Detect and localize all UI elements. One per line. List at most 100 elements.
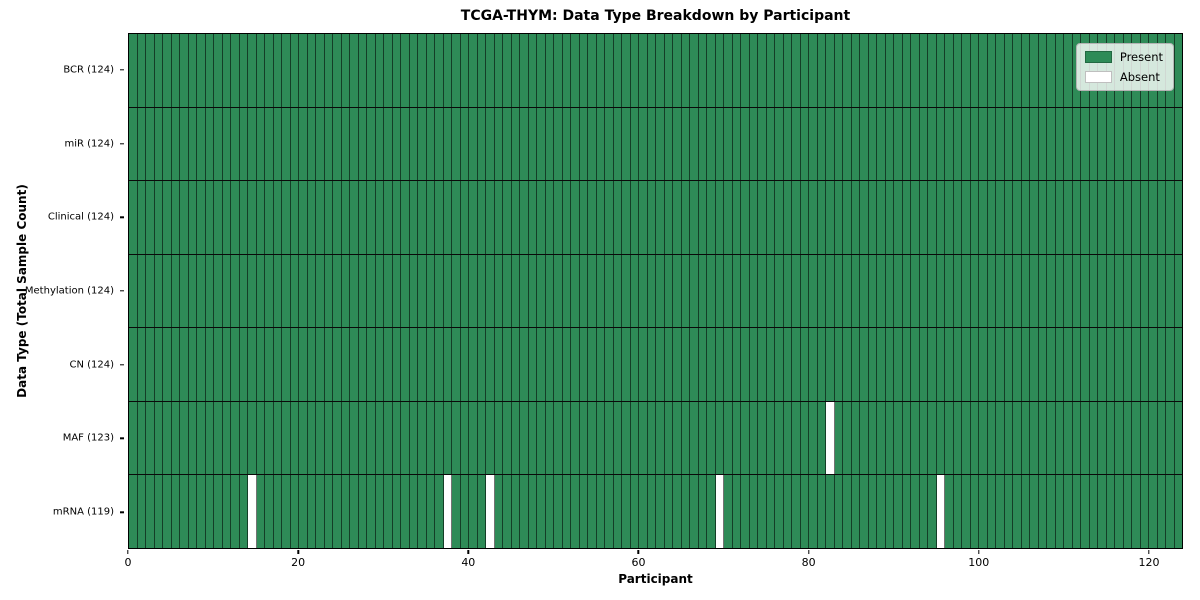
heatmap-cell bbox=[214, 475, 223, 549]
heatmap-cell bbox=[1149, 401, 1158, 475]
heatmap-cell bbox=[171, 181, 180, 254]
heatmap-cell bbox=[639, 181, 648, 254]
heatmap-cell bbox=[945, 254, 954, 328]
heatmap-cell bbox=[1055, 107, 1064, 181]
heatmap-cell bbox=[1004, 34, 1013, 107]
heatmap-cell bbox=[1038, 107, 1047, 181]
heatmap-cell bbox=[749, 254, 758, 328]
heatmap-cell bbox=[486, 401, 495, 475]
heatmap-cell bbox=[528, 181, 537, 254]
heatmap-cell bbox=[613, 328, 622, 401]
heatmap-cell bbox=[1157, 401, 1166, 475]
heatmap-cell bbox=[520, 401, 529, 475]
heatmap-cell bbox=[290, 475, 299, 549]
heatmap-cell bbox=[868, 181, 877, 254]
heatmap-cell bbox=[911, 328, 920, 401]
heatmap-cell bbox=[154, 475, 163, 549]
heatmap-cell bbox=[707, 328, 716, 401]
heatmap-cell bbox=[579, 328, 588, 401]
heatmap-cell bbox=[928, 254, 937, 328]
heatmap-cell bbox=[851, 34, 860, 107]
heatmap-cell bbox=[715, 34, 724, 107]
heatmap-cell bbox=[656, 328, 665, 401]
heatmap-cell bbox=[528, 475, 537, 549]
heatmap-cell bbox=[987, 34, 996, 107]
heatmap-cell bbox=[681, 475, 690, 549]
heatmap-cell bbox=[775, 254, 784, 328]
heatmap-cell bbox=[1106, 107, 1115, 181]
heatmap-cell bbox=[299, 254, 308, 328]
heatmap-cell bbox=[715, 328, 724, 401]
heatmap-cell bbox=[180, 181, 189, 254]
heatmap-cell bbox=[698, 34, 707, 107]
heatmap-cell bbox=[537, 254, 546, 328]
heatmap-cell bbox=[299, 107, 308, 181]
heatmap-cell bbox=[1157, 475, 1166, 549]
heatmap-cell bbox=[639, 475, 648, 549]
heatmap-cell bbox=[494, 254, 503, 328]
heatmap-cell bbox=[579, 401, 588, 475]
heatmap-cell bbox=[188, 107, 197, 181]
heatmap-cell bbox=[562, 254, 571, 328]
heatmap-cell bbox=[214, 107, 223, 181]
heatmap-cell bbox=[664, 254, 673, 328]
heatmap-cell bbox=[324, 328, 333, 401]
heatmap-cell bbox=[137, 181, 146, 254]
heatmap-cell bbox=[817, 254, 826, 328]
heatmap-cell bbox=[367, 181, 376, 254]
heatmap-cell bbox=[265, 475, 274, 549]
heatmap-cell bbox=[1047, 328, 1056, 401]
heatmap-cell bbox=[452, 475, 461, 549]
heatmap-cell bbox=[486, 254, 495, 328]
heatmap-cell bbox=[222, 254, 231, 328]
heatmap-cell bbox=[919, 181, 928, 254]
heatmap-cell bbox=[1140, 254, 1149, 328]
heatmap-cell bbox=[1064, 475, 1073, 549]
heatmap-cell bbox=[1149, 475, 1158, 549]
heatmap-cell bbox=[928, 34, 937, 107]
heatmap-cell bbox=[1013, 181, 1022, 254]
heatmap-cell bbox=[579, 254, 588, 328]
heatmap-cell bbox=[1055, 34, 1064, 107]
heatmap-cell bbox=[231, 254, 240, 328]
heatmap-cell bbox=[460, 181, 469, 254]
heatmap-cell bbox=[987, 181, 996, 254]
heatmap-cell bbox=[222, 475, 231, 549]
heatmap-cell bbox=[868, 34, 877, 107]
heatmap-cell bbox=[1064, 107, 1073, 181]
heatmap-cell bbox=[460, 254, 469, 328]
heatmap-cell bbox=[562, 328, 571, 401]
heatmap-cell bbox=[503, 475, 512, 549]
y-tick-label: CN (124) bbox=[69, 359, 114, 371]
heatmap-cell bbox=[707, 254, 716, 328]
heatmap-cell bbox=[647, 328, 656, 401]
heatmap-cell bbox=[316, 107, 325, 181]
heatmap-cell bbox=[639, 254, 648, 328]
heatmap-cell bbox=[273, 401, 282, 475]
heatmap-cell bbox=[826, 475, 835, 549]
heatmap-cell bbox=[163, 475, 172, 549]
heatmap-cell bbox=[409, 328, 418, 401]
heatmap-cell bbox=[860, 107, 869, 181]
heatmap-cell bbox=[758, 401, 767, 475]
heatmap-cell bbox=[392, 401, 401, 475]
heatmap-cell bbox=[435, 328, 444, 401]
heatmap-cell bbox=[426, 181, 435, 254]
heatmap-cell bbox=[205, 475, 214, 549]
heatmap-cell bbox=[129, 401, 138, 475]
heatmap-cell bbox=[1132, 181, 1141, 254]
heatmap-cell bbox=[766, 34, 775, 107]
heatmap-row-bcr bbox=[129, 34, 1182, 107]
heatmap-cell bbox=[613, 107, 622, 181]
heatmap-cell bbox=[843, 401, 852, 475]
heatmap-cell bbox=[911, 181, 920, 254]
heatmap-cell bbox=[928, 475, 937, 549]
heatmap-cell bbox=[545, 475, 554, 549]
heatmap-cell bbox=[290, 34, 299, 107]
heatmap-cell bbox=[520, 181, 529, 254]
heatmap-cell bbox=[231, 34, 240, 107]
heatmap-cell bbox=[656, 34, 665, 107]
heatmap-cell bbox=[724, 107, 733, 181]
heatmap-cell bbox=[622, 181, 631, 254]
